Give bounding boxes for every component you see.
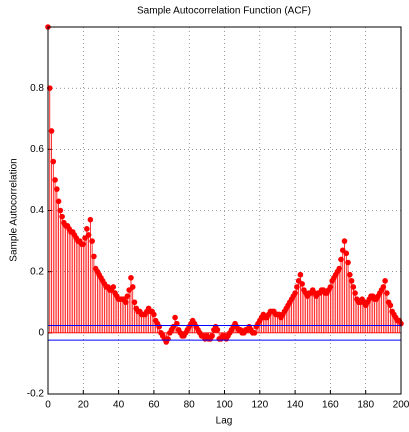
marker xyxy=(294,284,300,290)
marker xyxy=(122,299,129,306)
marker xyxy=(172,314,178,321)
x-axis-label: Lag xyxy=(216,416,233,427)
x-tick-label: 40 xyxy=(113,400,125,411)
marker xyxy=(80,241,87,247)
x-tick-label: 120 xyxy=(251,400,268,411)
marker xyxy=(350,284,357,290)
x-tick-label: 160 xyxy=(322,400,339,411)
y-axis-label: Sample Autocorrelation xyxy=(9,158,20,261)
marker xyxy=(343,250,350,257)
y-tick-label: 0 xyxy=(38,327,44,338)
x-tick-label: 60 xyxy=(148,400,160,411)
marker xyxy=(131,299,138,306)
y-tick-label: -0.2 xyxy=(27,389,45,400)
marker xyxy=(87,216,94,223)
y-tick-label: 0.4 xyxy=(30,205,44,216)
marker xyxy=(50,158,57,165)
marker xyxy=(128,274,134,281)
x-tick-label: 80 xyxy=(184,400,196,411)
marker xyxy=(338,256,344,263)
y-tick-label: 0.2 xyxy=(30,266,44,277)
marker xyxy=(327,284,334,290)
x-tick-label: 180 xyxy=(357,400,374,411)
x-tick-label: 20 xyxy=(78,400,90,411)
y-tick-label: 0.6 xyxy=(30,144,44,155)
marker xyxy=(124,293,131,299)
marker xyxy=(299,281,305,287)
marker xyxy=(209,333,215,339)
marker xyxy=(46,85,53,91)
marker xyxy=(295,278,302,284)
marker xyxy=(57,207,64,214)
marker xyxy=(55,198,62,205)
marker xyxy=(54,186,60,192)
marker xyxy=(352,290,358,296)
marker xyxy=(341,238,348,244)
marker xyxy=(151,311,157,318)
marker xyxy=(59,213,65,220)
x-tick-label: 200 xyxy=(393,400,409,411)
marker xyxy=(214,326,221,333)
marker xyxy=(89,238,95,244)
marker xyxy=(380,284,387,290)
marker xyxy=(336,265,343,272)
marker xyxy=(339,247,346,254)
x-tick-label: 0 xyxy=(45,400,51,411)
marker xyxy=(85,232,92,238)
marker xyxy=(297,271,304,278)
marker xyxy=(387,302,394,309)
marker xyxy=(129,284,136,290)
marker xyxy=(84,226,90,232)
marker xyxy=(48,128,55,134)
marker xyxy=(82,235,88,241)
marker xyxy=(382,278,388,284)
x-tick-label: 100 xyxy=(216,400,233,411)
chart-title: Sample Autocorrelation Function (ACF) xyxy=(137,6,311,17)
marker xyxy=(91,253,97,260)
marker xyxy=(348,278,355,284)
marker xyxy=(126,287,132,293)
y-tick-label: 0.8 xyxy=(30,83,44,94)
marker xyxy=(251,330,258,336)
marker xyxy=(345,259,351,266)
marker xyxy=(52,177,58,183)
marker xyxy=(384,290,390,296)
axes-box xyxy=(47,26,402,395)
marker xyxy=(110,284,117,290)
x-tick-label: 140 xyxy=(287,400,304,411)
marker xyxy=(292,290,298,296)
marker xyxy=(347,271,353,278)
